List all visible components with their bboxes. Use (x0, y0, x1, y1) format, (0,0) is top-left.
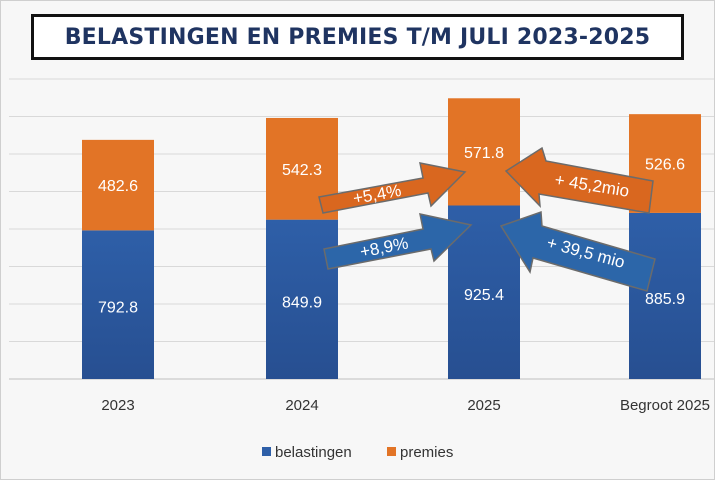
bar-premies-2023 (82, 139, 154, 231)
bar-premies-2025 (448, 98, 520, 206)
arrow-premies-budget (504, 146, 654, 214)
value-label-belastingen: 792.8 (98, 300, 138, 317)
annotation-arrows: +5,4% +8,9% + 45,2mio + 39,5 mio (318, 146, 656, 292)
label-premies-growth: +5,4% (351, 181, 402, 208)
value-label-premies: 542.3 (282, 162, 322, 179)
value-label-belastingen: 925.4 (464, 287, 504, 304)
value-label-premies: 571.8 (464, 145, 504, 162)
arrow-premies-growth (318, 162, 467, 214)
legend-label-premies: premies (400, 444, 453, 461)
arrow-belastingen-budget (499, 210, 656, 292)
legend: belastingen premies (262, 444, 453, 461)
x-axis-ticks: 2023 2024 2025 Begroot 2025 (101, 397, 710, 414)
value-label-premies: 526.6 (645, 157, 685, 174)
x-tick-label: 2025 (467, 397, 500, 414)
x-tick-label: 2024 (285, 397, 318, 414)
value-label-premies: 482.6 (98, 178, 138, 195)
value-label-belastingen: 885.9 (645, 291, 685, 308)
legend-swatch-premies (387, 447, 396, 456)
bar-belastingen-2023 (82, 230, 154, 379)
legend-label-belastingen: belastingen (275, 444, 352, 461)
x-tick-label: Begroot 2025 (620, 397, 710, 414)
bar-belastingen-2024 (266, 219, 338, 379)
bar-belastingen-begroot-2025 (629, 212, 701, 379)
chart-title: BELASTINGEN EN PREMIES T/M JULI 2023-202… (64, 24, 651, 50)
value-label-belastingen: 849.9 (282, 294, 322, 311)
bar-value-labels: 792.8 482.6 849.9 542.3 925.4 571.8 885.9 526.6 (98, 145, 685, 317)
arrow-belastingen-growth (323, 213, 473, 270)
chart-title-box: BELASTINGEN EN PREMIES T/M JULI 2023-202… (31, 14, 684, 60)
x-tick-label: 2023 (101, 397, 134, 414)
legend-swatch-belastingen (262, 447, 271, 456)
